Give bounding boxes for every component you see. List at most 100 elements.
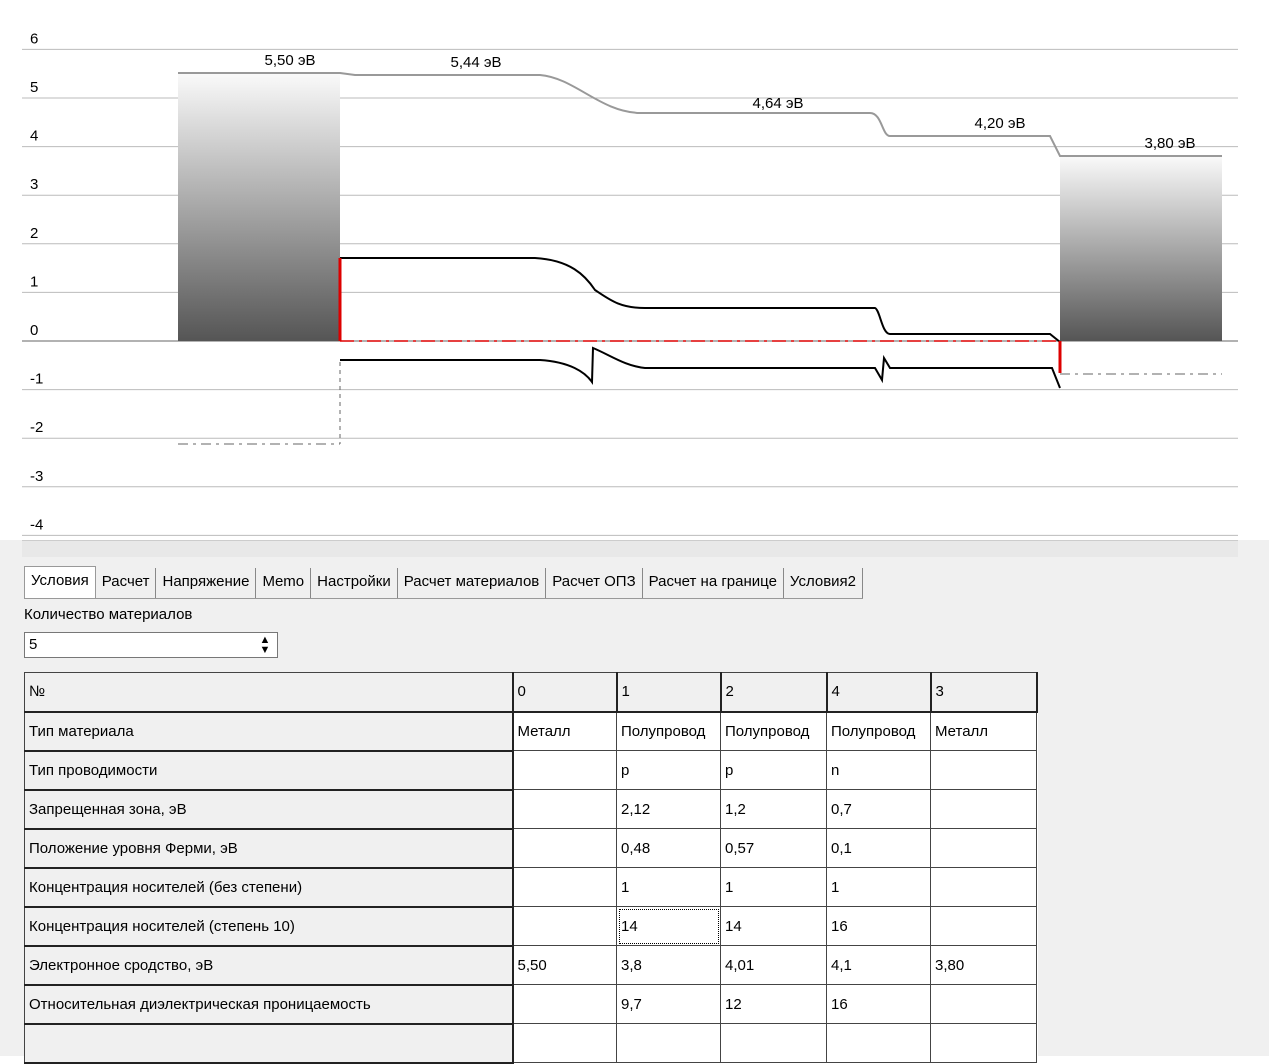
cell[interactable]: p xyxy=(616,750,721,790)
control-panel: Условия Расчет Напряжение Memo Настройки Расч… xyxy=(0,540,1269,1064)
cell[interactable]: 0,1 xyxy=(826,828,931,868)
cell xyxy=(930,1023,1037,1063)
cell[interactable]: 1,2 xyxy=(720,789,827,829)
cell[interactable]: 5,50 xyxy=(512,945,617,985)
cell[interactable] xyxy=(512,750,617,790)
energy-label: 5,50 эВ xyxy=(264,52,315,69)
band-diagram: 6 5 4 3 2 1 0 -1 -2 -3 -4 5,50 эВ 5,44 эВ 4,64 эВ 4,2… xyxy=(22,30,1238,536)
y-tick-label: 4 xyxy=(30,128,38,145)
row-header: Концентрация носителей (без степени) xyxy=(24,867,514,908)
metal-left xyxy=(178,73,340,341)
y-tick-label: -3 xyxy=(30,468,43,485)
cell[interactable]: Металл xyxy=(930,711,1037,751)
energy-label: 4,64 эВ xyxy=(752,95,803,112)
tab[interactable]: Напряжение xyxy=(156,568,257,598)
cell[interactable] xyxy=(930,906,1037,946)
valence-band xyxy=(340,346,1061,389)
table-row: Положение уровня Ферми, эВ 0,48 0,57 0,1 xyxy=(24,828,1037,869)
cell[interactable]: 3,8 xyxy=(616,945,721,985)
y-tick-label: -4 xyxy=(30,516,43,533)
header-cell: 1 xyxy=(616,672,722,713)
spin-buttons[interactable]: ▲ ▼ xyxy=(259,634,271,656)
tab[interactable]: Расчет на границе xyxy=(643,568,784,598)
cell[interactable] xyxy=(930,750,1037,790)
cell[interactable] xyxy=(512,867,617,907)
cell[interactable]: Полупровод xyxy=(720,711,827,751)
cell[interactable] xyxy=(512,984,617,1024)
cell[interactable]: 1 xyxy=(616,867,721,907)
row-header: Положение уровня Ферми, эВ xyxy=(24,828,514,869)
cell[interactable]: 0,7 xyxy=(826,789,931,829)
tab[interactable]: Memo xyxy=(256,568,312,598)
tab[interactable]: Расчет ОПЗ xyxy=(546,568,643,598)
cell[interactable]: p xyxy=(720,750,827,790)
row-header: Тип проводимости xyxy=(24,750,514,791)
y-tick-label: 2 xyxy=(30,225,38,242)
cell[interactable]: 2,12 xyxy=(616,789,721,829)
y-tick-label: -1 xyxy=(30,371,43,388)
table-row: Электронное сродство, эВ 5,50 3,8 4,01 4,1 3,… xyxy=(24,945,1037,986)
cell[interactable] xyxy=(512,828,617,868)
cell xyxy=(512,1023,617,1063)
cell[interactable] xyxy=(930,789,1037,829)
tab[interactable]: Расчет материалов xyxy=(398,568,547,598)
materials-table: № 0 1 2 4 3 Тип материала Металл Полупровод Полуп… xyxy=(24,672,1038,1064)
y-tick-label: 5 xyxy=(30,79,38,96)
header-row: № 0 1 2 4 3 xyxy=(24,672,1038,713)
cell[interactable]: 12 xyxy=(720,984,827,1024)
table-row: Тип проводимости p p n xyxy=(24,750,1037,791)
materials-label: Количество материалов xyxy=(24,606,193,623)
table-row: Относительная диэлектрическая проницаемо… xyxy=(24,984,1037,1025)
tab[interactable]: Условия2 xyxy=(784,568,864,598)
tab[interactable]: Условия xyxy=(24,566,96,598)
cell xyxy=(616,1023,721,1063)
vacuum-level xyxy=(178,72,1222,157)
cell[interactable] xyxy=(512,789,617,829)
table-row: Запрещенная зона, эВ 2,12 1,2 0,7 xyxy=(24,789,1037,830)
cell[interactable]: 1 xyxy=(826,867,931,907)
header-cell: № xyxy=(24,672,514,713)
cell[interactable]: 14 xyxy=(720,906,827,946)
spin-value: 5 xyxy=(29,636,38,653)
materials-spin[interactable]: 5 ▲ ▼ xyxy=(24,632,278,658)
cell[interactable]: n xyxy=(826,750,931,790)
cell xyxy=(24,1023,514,1064)
cell[interactable]: 0,57 xyxy=(720,828,827,868)
tab[interactable]: Расчет xyxy=(96,568,157,598)
cell[interactable]: 9,7 xyxy=(616,984,721,1024)
cell[interactable]: 1 xyxy=(720,867,827,907)
cell[interactable]: 0,48 xyxy=(616,828,721,868)
header-cell: 2 xyxy=(720,672,828,713)
metal-right xyxy=(1060,156,1222,341)
y-tick-label: -2 xyxy=(30,419,43,436)
cell[interactable]: Полупровод xyxy=(616,711,721,751)
cell[interactable]: 4,1 xyxy=(826,945,931,985)
cell[interactable]: 16 xyxy=(826,984,931,1024)
header-cell: 0 xyxy=(512,672,618,713)
row-header: Тип материала xyxy=(24,711,514,752)
tab[interactable]: Настройки xyxy=(311,568,398,598)
cell[interactable]: 4,01 xyxy=(720,945,827,985)
cell xyxy=(826,1023,931,1063)
table-row xyxy=(24,1023,1037,1064)
y-tick-label: 1 xyxy=(30,273,38,290)
energy-label: 3,80 эВ xyxy=(1144,135,1195,152)
cell[interactable]: 3,80 xyxy=(930,945,1037,985)
table-row: Концентрация носителей (без степени) 1 1 1 xyxy=(24,867,1037,908)
cell[interactable] xyxy=(930,867,1037,907)
cell[interactable]: Полупровод xyxy=(826,711,931,751)
row-header: Электронное сродство, эВ xyxy=(24,945,514,986)
scrollbar xyxy=(22,540,1238,557)
cell[interactable]: 16 xyxy=(826,906,931,946)
header-cell: 4 xyxy=(826,672,932,713)
cell[interactable]: Металл xyxy=(512,711,617,751)
cell[interactable] xyxy=(512,906,617,946)
table-row: Концентрация носителей (степень 10) 14 14 1… xyxy=(24,906,1037,947)
y-tick-label: 3 xyxy=(30,176,38,193)
cell[interactable] xyxy=(930,984,1037,1024)
cell xyxy=(720,1023,827,1063)
conduction-band xyxy=(340,257,1061,343)
cell[interactable] xyxy=(930,828,1037,868)
cell[interactable]: 14 xyxy=(616,906,721,946)
